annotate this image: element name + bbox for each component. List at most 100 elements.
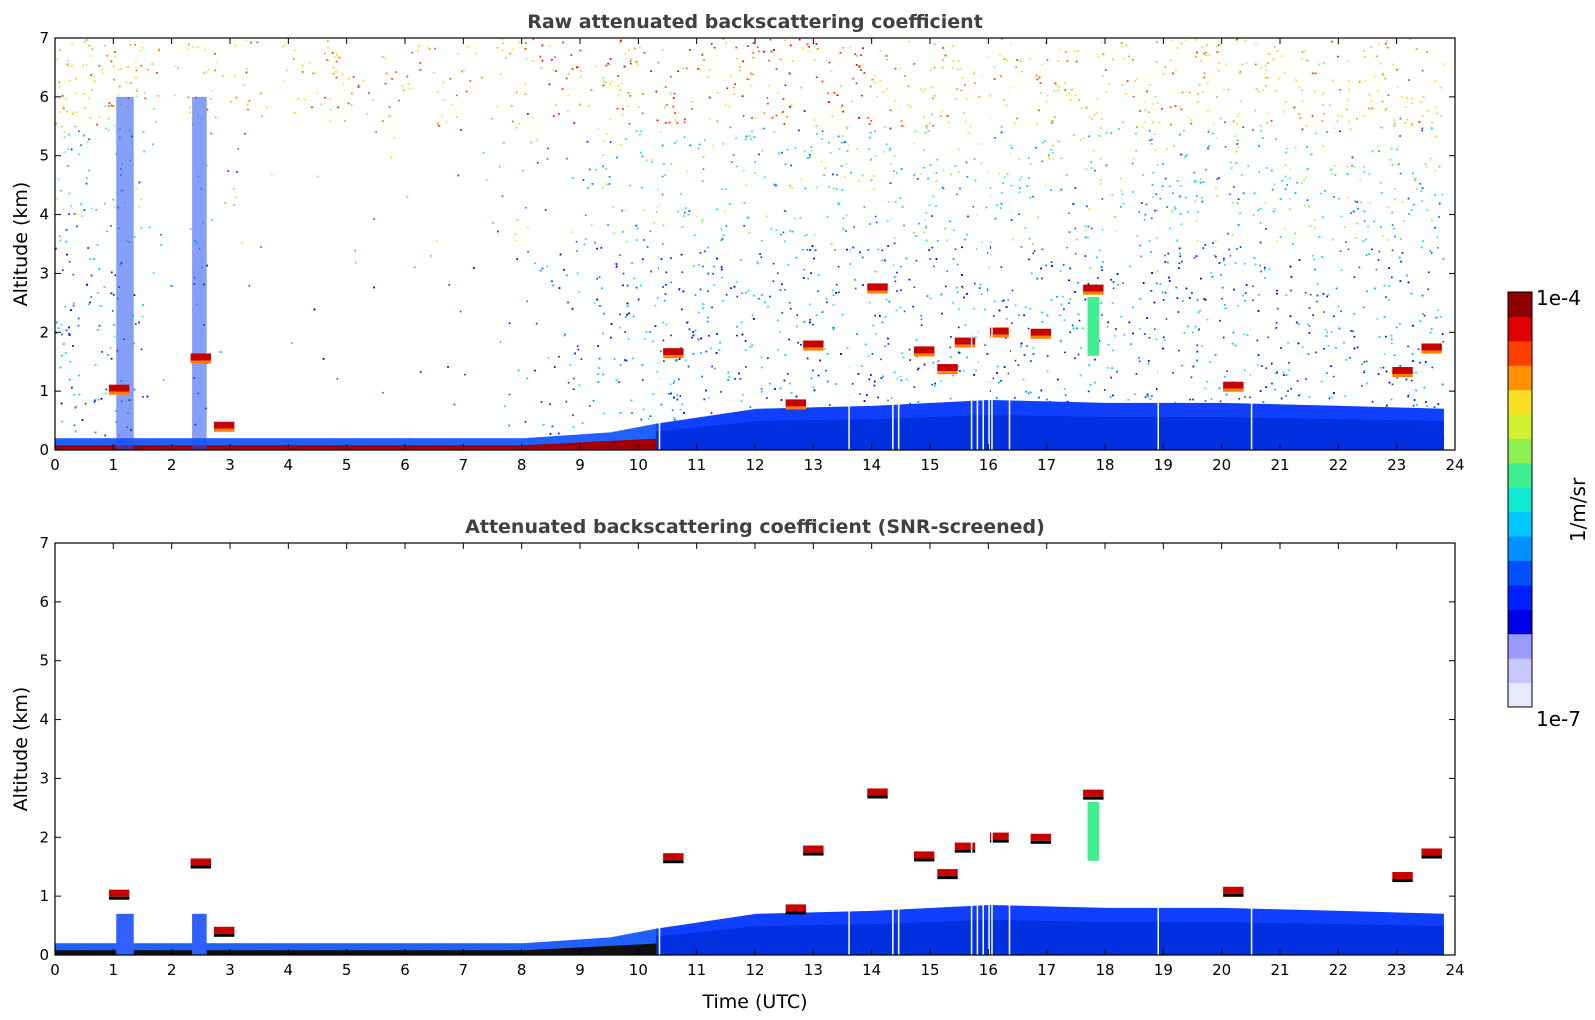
noise-pixel bbox=[1258, 145, 1260, 147]
noise-pixel bbox=[725, 42, 727, 45]
noise-pixel bbox=[714, 367, 716, 370]
noise-pixel bbox=[956, 263, 959, 266]
noise-pixel bbox=[896, 271, 898, 274]
noise-pixel bbox=[1134, 80, 1136, 82]
noise-pixel bbox=[923, 166, 925, 169]
noise-pixel bbox=[1151, 395, 1153, 397]
noise-pixel bbox=[511, 120, 514, 123]
noise-pixel bbox=[683, 211, 686, 214]
noise-pixel bbox=[63, 343, 65, 345]
noise-pixel bbox=[573, 122, 576, 124]
noise-pixel bbox=[844, 176, 846, 178]
noise-pixel bbox=[977, 143, 980, 145]
noise-pixel bbox=[854, 53, 857, 56]
noise-pixel bbox=[851, 383, 854, 385]
noise-pixel bbox=[143, 150, 145, 153]
noise-pixel bbox=[942, 169, 945, 172]
noise-pixel bbox=[670, 257, 672, 260]
noise-pixel bbox=[874, 130, 877, 132]
noise-pixel bbox=[1271, 188, 1274, 191]
noise-pixel bbox=[1063, 388, 1066, 390]
noise-pixel bbox=[735, 137, 737, 140]
noise-pixel bbox=[758, 50, 760, 53]
noise-pixel bbox=[673, 92, 676, 95]
noise-pixel bbox=[558, 355, 560, 358]
noise-pixel bbox=[72, 111, 75, 114]
noise-pixel bbox=[60, 125, 63, 128]
noise-pixel bbox=[112, 294, 115, 296]
noise-pixel bbox=[754, 172, 757, 174]
noise-pixel bbox=[669, 383, 672, 386]
noise-pixel bbox=[866, 394, 868, 396]
noise-pixel bbox=[609, 83, 611, 85]
noise-pixel bbox=[112, 105, 114, 107]
noise-pixel bbox=[669, 75, 672, 78]
noise-pixel bbox=[973, 307, 975, 310]
noise-pixel bbox=[1426, 405, 1428, 407]
noise-pixel bbox=[782, 231, 785, 234]
noise-pixel bbox=[1059, 314, 1061, 317]
noise-pixel bbox=[885, 87, 888, 90]
noise-pixel bbox=[91, 48, 94, 50]
noise-pixel bbox=[1006, 173, 1009, 175]
noise-pixel bbox=[1075, 238, 1078, 241]
noise-pixel bbox=[1331, 396, 1333, 399]
noise-pixel bbox=[783, 123, 786, 125]
noise-pixel bbox=[432, 71, 435, 74]
noise-pixel bbox=[1060, 157, 1063, 160]
noise-pixel bbox=[469, 80, 472, 82]
noise-pixel bbox=[1230, 161, 1232, 164]
noise-pixel bbox=[698, 143, 701, 146]
noise-pixel bbox=[546, 158, 549, 160]
noise-pixel bbox=[621, 82, 623, 85]
noise-pixel bbox=[448, 283, 451, 286]
noise-pixel bbox=[1222, 336, 1225, 339]
noise-pixel bbox=[1022, 378, 1025, 381]
noise-pixel bbox=[1204, 400, 1207, 402]
noise-pixel bbox=[148, 226, 151, 229]
noise-pixel bbox=[627, 338, 630, 340]
noise-pixel bbox=[419, 62, 422, 64]
noise-pixel bbox=[1069, 331, 1072, 334]
noise-pixel bbox=[1296, 181, 1298, 184]
noise-pixel bbox=[894, 280, 897, 283]
noise-pixel bbox=[845, 214, 848, 217]
noise-pixel bbox=[1084, 236, 1087, 239]
noise-pixel bbox=[1112, 287, 1115, 290]
noise-pixel bbox=[140, 198, 143, 201]
noise-pixel bbox=[757, 262, 759, 265]
noise-pixel bbox=[1204, 387, 1207, 390]
noise-pixel bbox=[868, 378, 871, 381]
noise-pixel bbox=[1384, 77, 1387, 80]
noise-pixel bbox=[760, 366, 763, 369]
noise-pixel bbox=[1421, 200, 1423, 202]
noise-pixel bbox=[1334, 127, 1336, 129]
noise-pixel bbox=[398, 99, 400, 102]
noise-pixel bbox=[1187, 325, 1189, 328]
noise-pixel bbox=[764, 176, 766, 179]
noise-pixel bbox=[143, 92, 146, 95]
noise-pixel bbox=[553, 115, 555, 117]
noise-pixel bbox=[1385, 370, 1388, 373]
noise-pixel bbox=[966, 175, 969, 178]
noise-pixel bbox=[870, 179, 873, 182]
noise-pixel bbox=[1284, 101, 1287, 103]
noise-pixel bbox=[609, 63, 611, 66]
noise-pixel bbox=[125, 81, 128, 84]
noise-pixel bbox=[1068, 279, 1070, 282]
noise-pixel bbox=[806, 234, 808, 236]
noise-pixel bbox=[697, 68, 699, 70]
noise-pixel bbox=[860, 365, 863, 367]
noise-pixel bbox=[1104, 69, 1107, 71]
noise-pixel bbox=[1139, 327, 1141, 330]
noise-pixel bbox=[1299, 117, 1302, 119]
noise-pixel bbox=[720, 391, 722, 393]
noise-pixel bbox=[604, 81, 607, 84]
noise-pixel bbox=[1035, 74, 1038, 77]
noise-pixel bbox=[986, 287, 989, 290]
noise-pixel bbox=[566, 274, 568, 277]
noise-pixel bbox=[499, 341, 502, 343]
noise-pixel bbox=[1263, 277, 1266, 279]
noise-pixel bbox=[1009, 144, 1012, 147]
